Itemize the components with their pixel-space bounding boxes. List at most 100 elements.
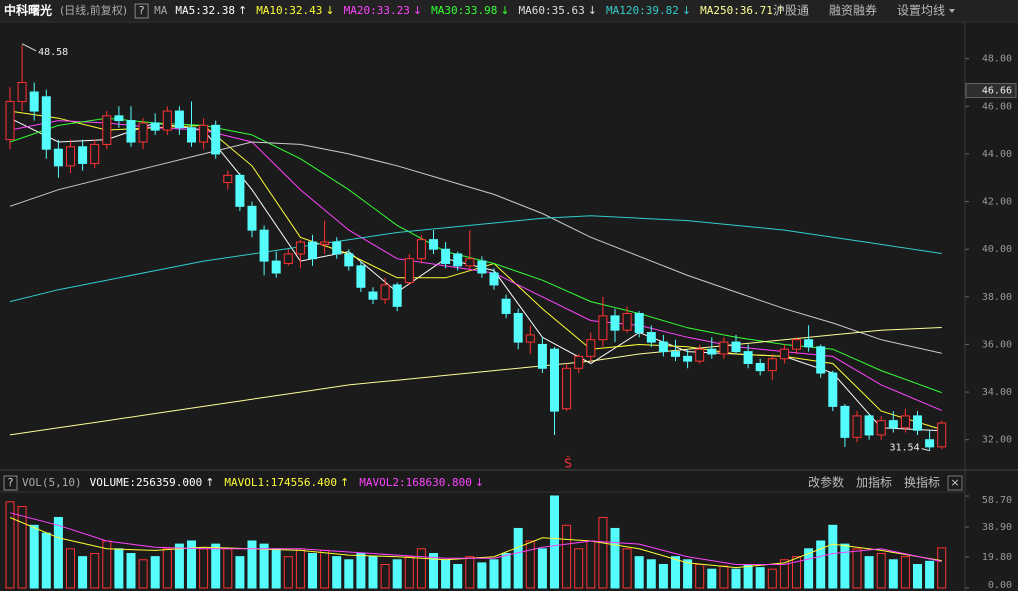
ma-value: MA5:32.38 <box>175 4 235 17</box>
volume-bar <box>90 553 100 589</box>
ma-arrow: ↓ <box>325 4 334 17</box>
volume-bar <box>537 548 547 589</box>
candle-body <box>41 96 51 150</box>
candle-body <box>864 415 874 436</box>
header-link[interactable]: 设置均线 <box>897 4 945 18</box>
candle-body <box>126 120 136 143</box>
candle-body <box>513 312 523 343</box>
y-tick-label: 44.00 <box>982 149 1012 160</box>
volume-bar <box>876 553 886 589</box>
volume-bar <box>755 567 765 589</box>
candle-body <box>138 122 148 143</box>
volume-bar <box>501 553 511 589</box>
candle-body <box>344 253 354 267</box>
candle-body <box>925 439 935 448</box>
candle-body <box>308 241 317 260</box>
y-tick-label: 38.00 <box>982 292 1012 303</box>
candle-body <box>368 291 378 300</box>
volume-bar <box>187 540 196 589</box>
volume-bar <box>707 568 717 589</box>
candle-body <box>550 348 559 412</box>
ma-arrow: ↓ <box>500 4 509 17</box>
header-bar <box>0 0 1018 22</box>
candle-body <box>320 241 330 245</box>
volume-bar <box>477 562 487 589</box>
volume-bar <box>622 548 632 589</box>
help-icon[interactable]: ? <box>8 476 14 489</box>
candle-body <box>562 367 572 410</box>
candle-body <box>247 205 257 231</box>
candle-body <box>90 143 100 164</box>
candle-body <box>404 258 414 284</box>
candle-body <box>852 415 862 438</box>
stock-name: 中科曙光 <box>4 3 52 18</box>
y-tick-label: 32.00 <box>982 435 1012 446</box>
volume-bar <box>29 524 39 589</box>
volume-bar <box>78 556 88 589</box>
volume-bar <box>17 506 27 589</box>
volume-bar <box>404 556 414 589</box>
candle-body <box>743 351 753 365</box>
volume-bar <box>598 516 608 589</box>
indicator-name: VOL(5,10) <box>22 476 82 489</box>
candle-body <box>610 315 620 331</box>
volume-bar <box>332 556 342 589</box>
candle-body <box>586 339 596 357</box>
volume-bar <box>840 543 850 589</box>
candle-body <box>114 115 124 122</box>
volume-value: MAVOL1:174556.400 <box>224 476 337 489</box>
help-icon[interactable]: ? <box>139 4 145 17</box>
candle-body <box>102 115 112 145</box>
candle-body <box>658 341 668 353</box>
volume-arrow: ↓ <box>475 476 484 489</box>
candle-body <box>295 241 305 255</box>
candle-body <box>683 355 693 362</box>
candle-body <box>271 260 281 274</box>
dropdown-icon[interactable] <box>949 9 955 13</box>
indicator-button[interactable]: 改参数 <box>808 475 844 490</box>
close-box[interactable] <box>947 475 963 491</box>
candle-body <box>876 420 886 436</box>
volume-bar <box>344 559 354 589</box>
candle-body <box>66 146 75 167</box>
candle-body <box>816 346 826 374</box>
candle-body <box>501 298 511 314</box>
volume-bar <box>150 556 160 589</box>
candle-body <box>416 239 426 260</box>
volume-bar <box>804 548 814 589</box>
close-icon[interactable]: × <box>950 476 959 489</box>
candle-body <box>792 339 801 350</box>
volume-bar <box>320 549 330 589</box>
candle-body <box>913 415 922 431</box>
candle-body <box>634 312 644 334</box>
volume-bar <box>126 553 136 589</box>
header-link[interactable]: 沪股通 <box>773 4 809 18</box>
volume-bar <box>41 532 51 589</box>
volume-bar <box>719 565 729 589</box>
ma-value: MA20:33.23 <box>344 4 410 17</box>
help-box[interactable] <box>134 3 149 19</box>
candle-body <box>150 122 160 131</box>
volume-bar <box>465 556 475 589</box>
price-marker: 46.66 <box>982 86 1012 97</box>
volume-bar <box>937 547 947 589</box>
volume-bar <box>792 556 801 589</box>
candle-body <box>392 284 402 307</box>
help-box[interactable] <box>3 475 18 491</box>
candle-body <box>477 260 487 274</box>
volume-value: MAVOL2:168630.800 <box>359 476 472 489</box>
volume-bar <box>380 563 390 589</box>
volume-bar <box>586 540 596 589</box>
candle-body <box>53 148 63 167</box>
candle-body <box>283 253 293 264</box>
header-link[interactable]: 融资融券 <box>829 3 877 18</box>
indicator-button[interactable]: 换指标 <box>904 475 940 490</box>
volume-bar <box>416 548 426 589</box>
volume-bar <box>683 559 693 589</box>
indicator-button[interactable]: 加指标 <box>856 475 892 490</box>
volume-arrow: ↑ <box>340 476 349 489</box>
volume-bar <box>852 548 862 589</box>
volume-bar <box>162 548 172 589</box>
candle-body <box>199 124 209 143</box>
